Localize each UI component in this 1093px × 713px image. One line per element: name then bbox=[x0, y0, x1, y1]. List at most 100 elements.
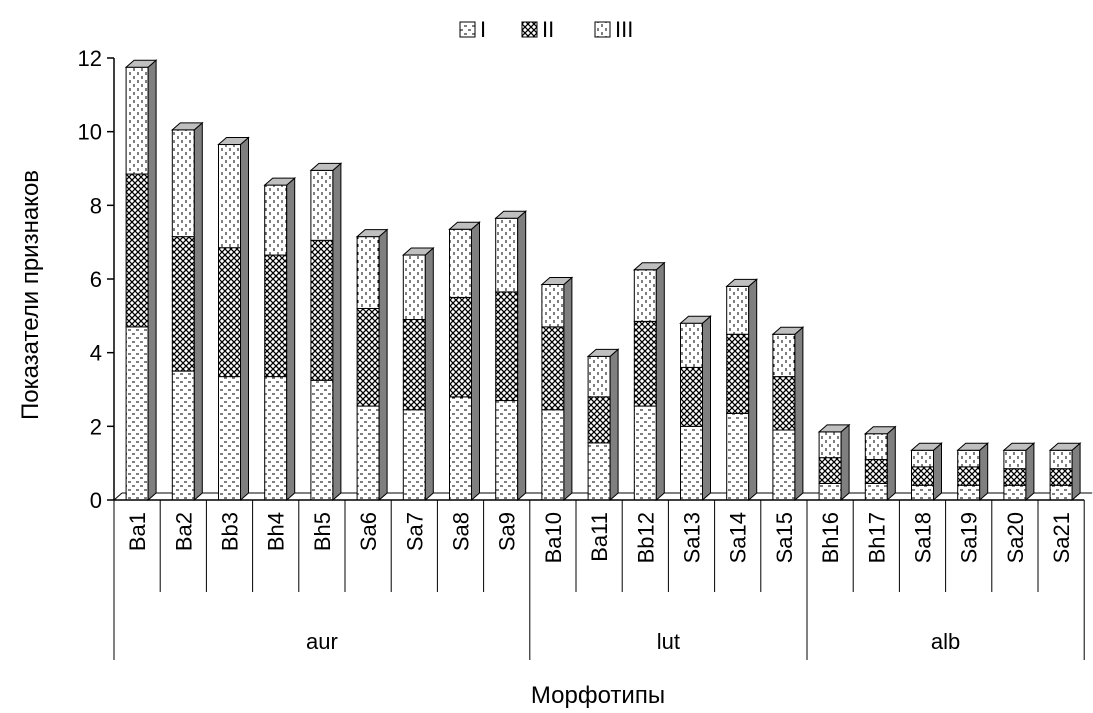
x-tick-label: Sa7 bbox=[402, 512, 427, 551]
bar-top-face bbox=[632, 262, 666, 271]
bar-segment-II bbox=[726, 333, 750, 414]
bar-segment-II bbox=[541, 326, 565, 411]
bar-top-face bbox=[1048, 442, 1082, 451]
x-tick-label: Sa6 bbox=[356, 512, 381, 551]
bar-segment-III bbox=[541, 284, 565, 328]
bar-top-face bbox=[540, 277, 574, 286]
bar-segment-III bbox=[449, 228, 472, 298]
bar-side-face bbox=[240, 136, 249, 502]
x-tick-label: Sa15 bbox=[772, 512, 797, 563]
bar-side-face bbox=[147, 59, 157, 502]
group-label-lut: lut bbox=[657, 629, 680, 654]
bar-side-face bbox=[471, 221, 480, 502]
bar-segment-III bbox=[356, 236, 380, 309]
x-tick-label: Sa9 bbox=[495, 512, 520, 551]
legend-swatch-III bbox=[594, 21, 611, 38]
bar-stack bbox=[679, 315, 712, 502]
bar-segment-I bbox=[495, 400, 519, 501]
bar-stack bbox=[355, 228, 389, 502]
x-tick-label: Bb3 bbox=[218, 512, 243, 551]
bar-segment-I bbox=[726, 412, 750, 501]
bar-segment-II bbox=[680, 366, 703, 427]
x-tick-label: Bh16 bbox=[818, 512, 843, 563]
bar-segment-III bbox=[218, 144, 241, 249]
bar-segment-II bbox=[171, 236, 195, 372]
bar-segment-II bbox=[310, 239, 334, 381]
bar-side-face bbox=[1025, 442, 1035, 502]
bar-side-face bbox=[193, 121, 203, 502]
x-tick-label: Bh5 bbox=[310, 512, 335, 551]
bar-side-face bbox=[655, 261, 665, 502]
bar-segment-II bbox=[1049, 468, 1073, 486]
bar-top-face bbox=[448, 221, 481, 230]
floor-edge bbox=[113, 492, 123, 501]
bar-side-face bbox=[794, 326, 804, 502]
bar-segment-I bbox=[587, 442, 611, 501]
bar-top-face bbox=[170, 122, 204, 131]
bar-segment-I bbox=[218, 376, 241, 501]
bar-stack bbox=[540, 276, 574, 502]
bar-stack bbox=[1048, 442, 1082, 502]
bar-segment-III bbox=[957, 449, 981, 468]
x-tick-label: Sa20 bbox=[1003, 512, 1028, 563]
bar-segment-II bbox=[1003, 468, 1027, 486]
bar-segment-II bbox=[864, 458, 888, 484]
bar-segment-III bbox=[310, 169, 334, 241]
bar-segment-III bbox=[772, 333, 796, 378]
bar-segment-I bbox=[772, 429, 796, 501]
bar-stack bbox=[448, 221, 481, 502]
x-tick-label: Sa21 bbox=[1049, 512, 1074, 563]
bar-segment-III bbox=[864, 433, 888, 460]
x-tick-label: Sa8 bbox=[449, 512, 474, 551]
bar-segment-III bbox=[911, 449, 934, 468]
bar-stack bbox=[1002, 442, 1036, 502]
x-tick-label: Bb12 bbox=[633, 512, 658, 563]
bar-segment-II bbox=[495, 291, 519, 402]
group-axis: aur lut alb bbox=[113, 592, 1085, 660]
x-axis-title: Морфотипы bbox=[531, 682, 665, 709]
bar-segment-II bbox=[264, 254, 288, 378]
bar-segment-III bbox=[818, 431, 842, 459]
y-tick-label: 12 bbox=[78, 46, 102, 71]
bar-segment-II bbox=[449, 296, 472, 398]
legend: I II III bbox=[459, 17, 633, 42]
bar-segment-I bbox=[449, 396, 472, 501]
bar-segment-I bbox=[264, 376, 288, 501]
bar-segment-II bbox=[218, 247, 241, 378]
bar-segment-I bbox=[310, 379, 334, 501]
bar-stack bbox=[586, 348, 620, 502]
bar-segment-I bbox=[1049, 484, 1073, 501]
bar-segment-I bbox=[680, 425, 703, 501]
bar-side-face bbox=[609, 348, 619, 502]
bar-stack bbox=[863, 425, 897, 502]
bar-segment-III bbox=[125, 66, 149, 175]
bar-stack bbox=[632, 261, 666, 502]
x-tick-label: Bh17 bbox=[864, 512, 889, 563]
bar-side-face bbox=[933, 442, 942, 502]
bar-segment-III bbox=[171, 129, 195, 238]
y-tick-label: 0 bbox=[90, 488, 102, 513]
bar-segment-II bbox=[125, 173, 149, 328]
bar-top-face bbox=[817, 424, 851, 433]
bar-segment-III bbox=[680, 322, 703, 368]
bar-segment-I bbox=[402, 409, 426, 501]
x-tick-label: Sa19 bbox=[957, 512, 982, 563]
x-tick-label: Sa18 bbox=[911, 512, 936, 563]
y-tick-label: 8 bbox=[90, 193, 102, 218]
bar-segment-I bbox=[541, 409, 565, 501]
bar-top-face bbox=[586, 348, 620, 357]
bar-segment-III bbox=[726, 285, 750, 335]
bar-top-face bbox=[910, 442, 943, 451]
bar-segment-II bbox=[818, 457, 842, 484]
bar-segment-I bbox=[818, 482, 842, 501]
bar-segment-III bbox=[402, 254, 426, 321]
bar-top-face bbox=[725, 278, 759, 287]
group-label-alb: alb bbox=[931, 629, 960, 654]
bar-top-face bbox=[401, 247, 435, 256]
bar-top-face bbox=[863, 426, 897, 435]
bar-side-face bbox=[979, 442, 989, 502]
x-tick-label: Ba10 bbox=[541, 512, 566, 563]
bar-top-face bbox=[679, 315, 712, 324]
bar-stack bbox=[217, 136, 250, 502]
bar-segment-I bbox=[633, 405, 657, 501]
